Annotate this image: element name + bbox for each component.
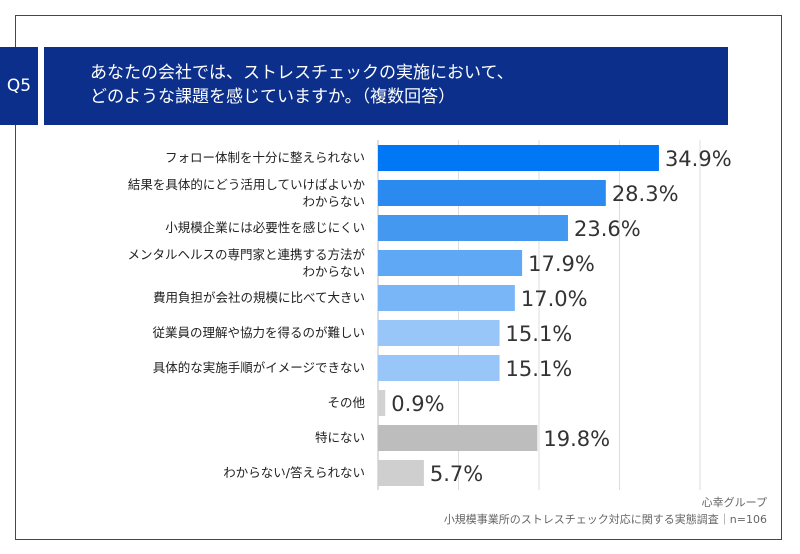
value-label: 28.3%	[612, 182, 679, 206]
category-label: その他	[327, 395, 365, 410]
bar	[378, 355, 500, 381]
category-label: 小規模企業には必要性を感じにくい	[165, 220, 365, 235]
survey-note: 小規模事業所のストレスチェック対応に関する実態調査｜n=106	[443, 513, 767, 526]
value-label: 15.1%	[506, 322, 573, 346]
category-label: わからない	[302, 194, 365, 209]
category-label: 費用負担が会社の規模に比べて大きい	[153, 290, 365, 305]
value-label: 34.9%	[665, 147, 732, 171]
category-label: 従業員の理解や協力を得るのが難しい	[152, 325, 365, 340]
category-label: わからない	[302, 264, 365, 279]
category-label: 特にない	[315, 430, 365, 445]
bar	[378, 320, 500, 346]
bar	[378, 180, 606, 206]
value-label: 15.1%	[506, 357, 573, 381]
category-label: わからない/答えられない	[223, 465, 365, 480]
bar	[378, 215, 568, 241]
value-label: 0.9%	[391, 392, 444, 416]
bar	[378, 460, 424, 486]
value-label: 17.9%	[528, 252, 595, 276]
bar	[378, 390, 386, 416]
bar	[378, 285, 515, 311]
category-label: 結果を具体的にどう活用していけばよいか	[128, 177, 366, 192]
chart-frame	[15, 15, 782, 540]
bar	[378, 145, 659, 171]
question-title: あなたの会社では、ストレスチェックの実施において、 どのような課題を感じています…	[44, 47, 728, 125]
value-label: 23.6%	[574, 217, 641, 241]
value-label: 19.8%	[543, 427, 610, 451]
category-label: フォロー体制を十分に整えられない	[165, 150, 365, 165]
bar	[378, 425, 538, 451]
question-number: Q5	[0, 47, 38, 125]
source-credit: 心幸グループ	[701, 496, 767, 509]
bar	[378, 250, 523, 276]
category-label: メンタルヘルスの専門家と連携する方法が	[127, 247, 365, 262]
value-label: 5.7%	[430, 462, 483, 486]
value-label: 17.0%	[521, 287, 588, 311]
category-label: 具体的な実施手順がイメージできない	[153, 360, 365, 375]
